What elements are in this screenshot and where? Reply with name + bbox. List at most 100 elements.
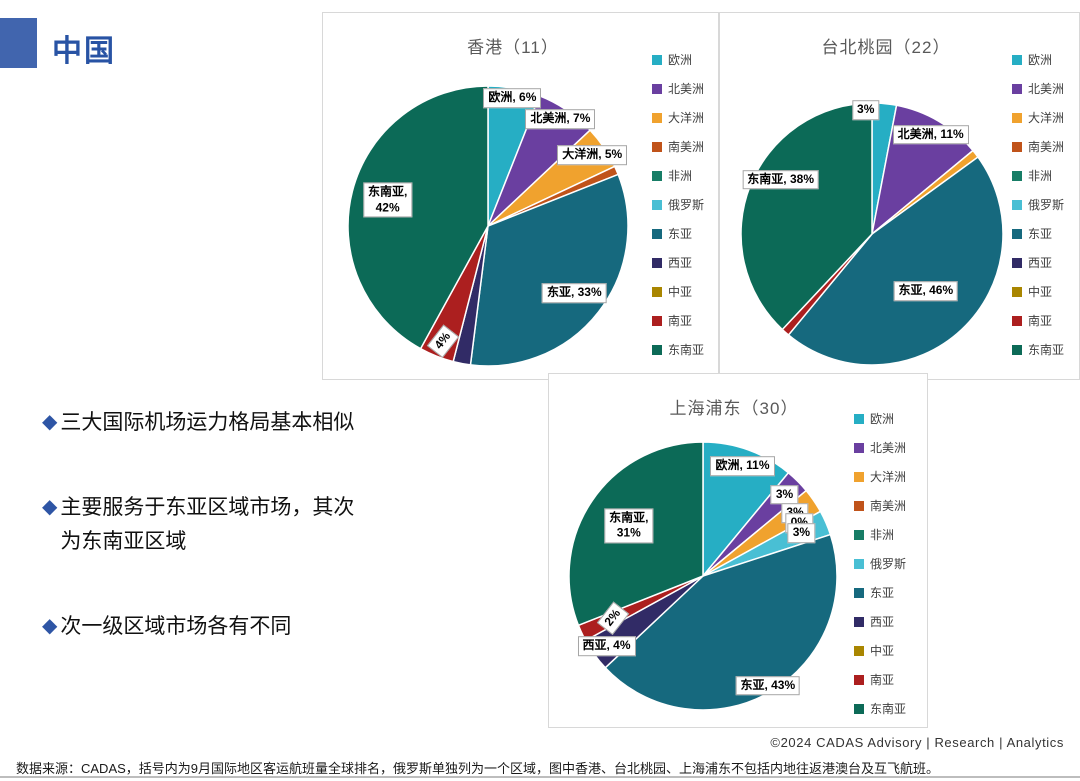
legend-label: 中亚 — [668, 285, 693, 299]
pie-data-label: 东南亚, 42% — [362, 182, 413, 218]
legend-swatch-icon — [1012, 141, 1022, 152]
legend-label: 欧洲 — [870, 412, 895, 426]
bullet-text: 主要服务于东亚区域市场，其次为东南亚区域 — [60, 495, 355, 554]
pie-data-label: 3% — [852, 100, 880, 120]
pie-data-label: 东亚, 43% — [735, 675, 801, 696]
legend-label: 欧洲 — [1028, 53, 1053, 67]
legend-item: 俄罗斯 — [652, 190, 704, 219]
page-title: 中国 — [52, 35, 116, 68]
pie-data-label: 东南亚, 31% — [604, 507, 654, 544]
pie-data-label: 3% — [770, 484, 799, 505]
legend-swatch-icon — [652, 199, 662, 210]
legend-item: 东亚 — [854, 578, 906, 607]
source-note: 数据来源：CADAS，括号内为9月国际地区客运航班量全球排名，俄罗斯单独列为一个… — [16, 761, 940, 776]
bullet-text: 三大国际机场运力格局基本相似 — [60, 411, 355, 434]
chart-panel-hongkong: 香港（11） 欧洲, 6% 北美洲, 7% 大洋洲, 5% 东亚, 33% 4% 东南亚, … — [322, 12, 719, 380]
legend-label: 西亚 — [870, 615, 895, 629]
legend-swatch-icon — [652, 141, 662, 152]
legend-item: 东南亚 — [1012, 335, 1064, 364]
legend-label: 东南亚 — [668, 343, 705, 357]
legend-item: 北美洲 — [1012, 74, 1064, 103]
pie-slice-6 — [469, 173, 629, 367]
bullet-item: ◆ 次一级区域市场各有不同 — [42, 610, 365, 645]
chart-legend: 欧洲 北美洲 大洋洲 南美洲 非洲 俄罗斯 东亚 西亚 中亚 南亚 东南亚 — [1012, 45, 1064, 364]
chart-legend: 欧洲北美洲大洋洲南美洲非洲俄罗斯东亚西亚中亚南亚东南亚 — [854, 404, 906, 723]
legend-label: 俄罗斯 — [668, 198, 705, 212]
footer-branding: ©2024 CADAS Advisory | Research | Analyt… — [770, 735, 1064, 750]
legend-item: 西亚 — [652, 248, 704, 277]
legend-label: 俄罗斯 — [870, 557, 907, 571]
legend-swatch-icon — [854, 500, 864, 511]
legend-swatch-icon — [1012, 228, 1022, 239]
legend-swatch-icon — [1012, 199, 1022, 210]
pie-data-label: 北美洲, 7% — [525, 109, 596, 130]
legend-item: 南美洲 — [854, 491, 906, 520]
legend-label: 欧洲 — [668, 53, 693, 67]
legend-item: 欧洲 — [1012, 45, 1064, 74]
chart-title: 台北桃园（22） — [821, 38, 951, 57]
legend-swatch-icon — [854, 471, 864, 482]
legend-swatch-icon — [652, 112, 662, 123]
legend-item: 南亚 — [1012, 306, 1064, 335]
legend-swatch-icon — [854, 413, 864, 424]
legend-label: 南亚 — [870, 673, 895, 687]
legend-label: 大洋洲 — [1028, 111, 1065, 125]
bullet-item: ◆ 主要服务于东亚区域市场，其次为东南亚区域 — [42, 491, 365, 560]
bullet-diamond-icon: ◆ — [42, 411, 58, 433]
legend-item: 大洋洲 — [1012, 103, 1064, 132]
chart-legend: 欧洲 北美洲 大洋洲 南美洲 非洲 俄罗斯 东亚 西亚 中亚 南亚 东南亚 — [652, 45, 704, 364]
legend-label: 东南亚 — [870, 702, 907, 716]
legend-label: 大洋洲 — [870, 470, 907, 484]
pie-data-label: 东亚, 46% — [893, 281, 959, 302]
pie-slice-6 — [787, 155, 1004, 366]
legend-label: 西亚 — [668, 256, 693, 270]
chart-panel-shanghai: 上海浦东（30）欧洲, 11%3%3%0%3%东亚, 43%西亚, 4%2%东南… — [548, 373, 928, 728]
legend-swatch-icon — [652, 170, 662, 181]
legend-swatch-icon — [1012, 344, 1022, 355]
legend-item: 中亚 — [1012, 277, 1064, 306]
legend-item: 中亚 — [854, 636, 906, 665]
legend-label: 东亚 — [668, 227, 693, 241]
pie-chart — [347, 85, 629, 367]
legend-swatch-icon — [1012, 54, 1022, 65]
chart-title: 香港（11） — [467, 38, 559, 57]
bullet-diamond-icon: ◆ — [42, 495, 58, 518]
legend-label: 东亚 — [870, 586, 895, 600]
legend-swatch-icon — [652, 315, 662, 326]
pie-slice-10 — [347, 85, 489, 350]
bullet-item: ◆ 三大国际机场运力格局基本相似 — [42, 406, 365, 441]
legend-item: 东南亚 — [652, 335, 704, 364]
legend-item: 北美洲 — [854, 433, 906, 462]
legend-label: 北美洲 — [1028, 82, 1065, 96]
legend-label: 中亚 — [1028, 285, 1053, 299]
pie-data-label: 3% — [787, 523, 816, 544]
legend-swatch-icon — [854, 587, 864, 598]
legend-swatch-icon — [652, 344, 662, 355]
legend-swatch-icon — [854, 616, 864, 627]
section-accent-bar — [0, 18, 37, 68]
legend-swatch-icon — [1012, 83, 1022, 94]
legend-label: 非洲 — [870, 528, 895, 542]
legend-label: 南美洲 — [870, 499, 907, 513]
legend-label: 东南亚 — [1028, 343, 1065, 357]
pie-data-label: 西亚, 4% — [577, 636, 636, 656]
legend-item: 西亚 — [1012, 248, 1064, 277]
legend-item: 东亚 — [652, 219, 704, 248]
legend-swatch-icon — [652, 286, 662, 297]
legend-swatch-icon — [854, 703, 864, 714]
legend-label: 中亚 — [870, 644, 895, 658]
legend-item: 非洲 — [1012, 161, 1064, 190]
legend-swatch-icon — [1012, 257, 1022, 268]
legend-swatch-icon — [854, 558, 864, 569]
pie-data-label: 东南亚, 38% — [742, 170, 819, 190]
legend-swatch-icon — [1012, 170, 1022, 181]
legend-item: 北美洲 — [652, 74, 704, 103]
legend-label: 非洲 — [668, 169, 693, 183]
legend-item: 南亚 — [652, 306, 704, 335]
legend-item: 西亚 — [854, 607, 906, 636]
legend-swatch-icon — [854, 645, 864, 656]
legend-swatch-icon — [854, 442, 864, 453]
legend-label: 北美洲 — [668, 82, 705, 96]
legend-item: 非洲 — [652, 161, 704, 190]
